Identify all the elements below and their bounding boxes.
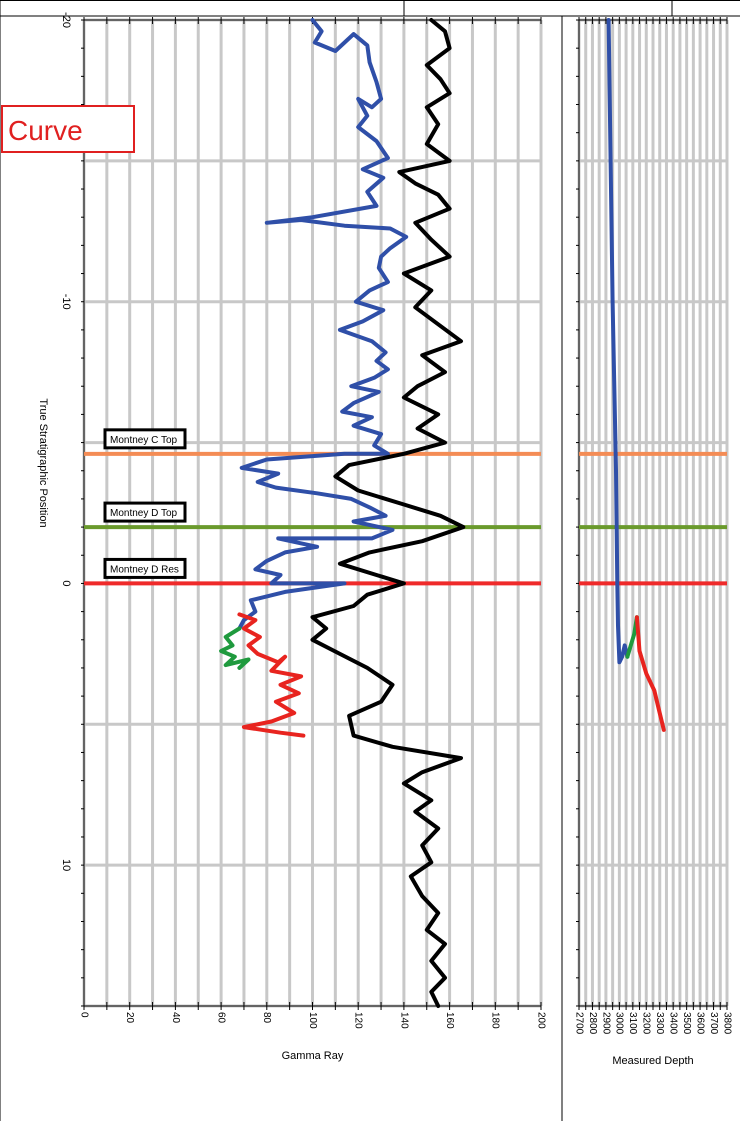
x-tick-label: 3600 bbox=[694, 1012, 705, 1035]
series-line-2 bbox=[237, 612, 306, 738]
x-tick-label: 2700 bbox=[573, 1012, 584, 1035]
overlay-curve-label: Curve bbox=[8, 115, 83, 146]
series-line-0 bbox=[606, 18, 630, 665]
y-tick-label: -20 bbox=[60, 12, 72, 28]
x-tick-label: 40 bbox=[170, 1012, 181, 1024]
x-tick-label: 3000 bbox=[614, 1012, 625, 1035]
overlay-curve-box: Curve bbox=[1, 105, 135, 153]
series-line-1 bbox=[219, 626, 251, 670]
x-tick-label: 120 bbox=[353, 1012, 364, 1029]
x-tick-label: 3400 bbox=[668, 1012, 679, 1035]
x-tick-label: 80 bbox=[261, 1012, 272, 1024]
series-line-2 bbox=[634, 615, 666, 732]
series-line-0 bbox=[237, 18, 409, 631]
measured-depth-panel: 2700 2800 2900 3000 3100 3200 3300 3400 3500 3600… bbox=[573, 17, 732, 1067]
formation-marker-label: Montney D Top bbox=[110, 508, 178, 519]
x-tick-label: 3500 bbox=[681, 1012, 692, 1035]
formation-marker-box bbox=[103, 501, 187, 523]
y-tick-label: 0 bbox=[60, 580, 72, 586]
y-axis-label: True Stratigraphic Position bbox=[37, 398, 49, 527]
x-tick-label: 200 bbox=[535, 1012, 546, 1029]
x-tick-label: 100 bbox=[307, 1012, 318, 1029]
y-tick-label: 10 bbox=[60, 859, 72, 871]
x-tick-label: 2800 bbox=[587, 1012, 598, 1035]
x-tick-label: 3800 bbox=[721, 1012, 732, 1035]
formation-marker-box bbox=[103, 428, 187, 450]
x-tick-label: 3100 bbox=[627, 1012, 638, 1035]
overlay-curve-frame bbox=[1, 105, 135, 153]
x-tick-label: 20 bbox=[124, 1012, 135, 1024]
series-line-3 bbox=[310, 18, 466, 1008]
x-tick-label: 3700 bbox=[708, 1012, 719, 1035]
x-axis-label: Measured Depth bbox=[612, 1055, 693, 1067]
formation-marker-label: Montney D Res bbox=[110, 564, 179, 575]
formation-marker-box bbox=[103, 557, 187, 579]
x-tick-label: 160 bbox=[444, 1012, 455, 1029]
y-tick-label: -10 bbox=[60, 294, 72, 310]
x-tick-label: 3200 bbox=[641, 1012, 652, 1035]
x-tick-label: 3300 bbox=[654, 1012, 665, 1035]
x-tick-label: 140 bbox=[398, 1012, 409, 1029]
x-tick-label: 60 bbox=[215, 1012, 226, 1024]
x-tick-label: 0 bbox=[78, 1012, 89, 1018]
x-tick-label: 180 bbox=[490, 1012, 501, 1029]
formation-marker-label: Montney C Top bbox=[110, 435, 178, 446]
x-tick-label: 2900 bbox=[600, 1012, 611, 1035]
x-axis-label: Gamma Ray bbox=[282, 1050, 344, 1062]
